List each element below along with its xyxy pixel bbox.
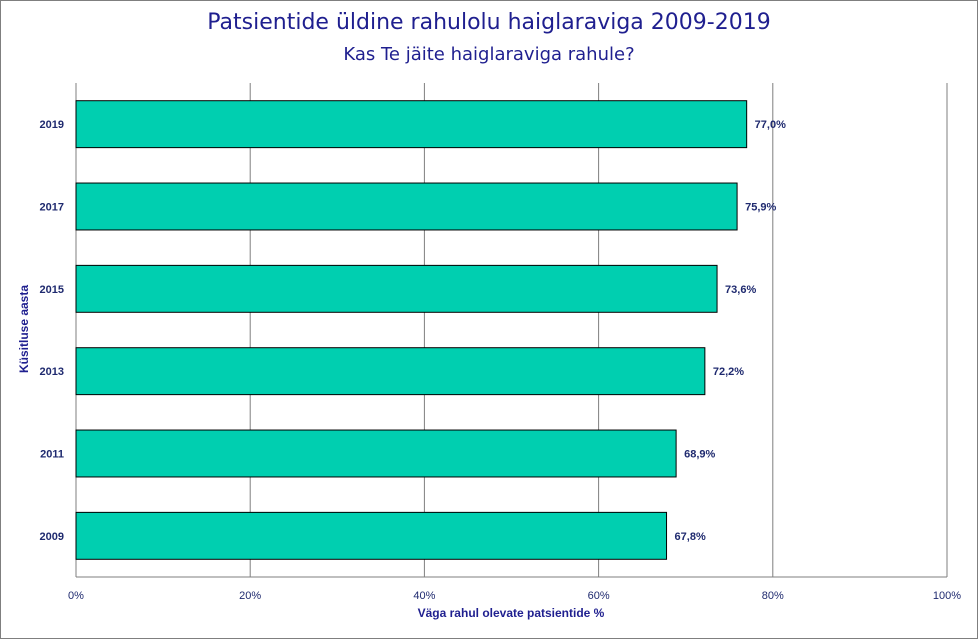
x-tick-label: 40% bbox=[413, 590, 435, 602]
bar bbox=[75, 429, 677, 478]
bar bbox=[75, 511, 668, 560]
x-tick-label: 60% bbox=[588, 590, 610, 602]
y-category-label: 2009 bbox=[40, 531, 64, 543]
bars: 77,0% 75,9% 73,6% 72,2% 68,9% 67,8% bbox=[75, 100, 786, 560]
data-label: 75,9% bbox=[745, 202, 776, 214]
data-label: 73,6% bbox=[725, 284, 756, 296]
data-label: 67,8% bbox=[675, 531, 706, 543]
chart-title: Patsientide üldine rahulolu haiglaraviga… bbox=[207, 10, 771, 35]
x-tick-label: 0% bbox=[68, 590, 84, 602]
bar bbox=[75, 182, 738, 231]
chart-subtitle: Kas Te jäite haiglaraviga rahule? bbox=[343, 44, 635, 65]
x-tick-label: 80% bbox=[762, 590, 784, 602]
gridlines bbox=[75, 83, 948, 578]
y-category-label: 2013 bbox=[40, 366, 64, 378]
data-label: 68,9% bbox=[684, 449, 715, 461]
y-axis-title: Küsitluse aasta bbox=[17, 285, 31, 373]
y-category-labels: 2019 2017 2015 2013 2011 2009 bbox=[40, 119, 64, 543]
x-tick-label: 100% bbox=[933, 590, 961, 602]
bar bbox=[75, 100, 748, 149]
y-category-label: 2017 bbox=[40, 202, 64, 214]
bar bbox=[75, 264, 718, 313]
x-tick-labels: 0% 20% 40% 60% 80% 100% bbox=[68, 590, 961, 602]
x-axis-title: Väga rahul olevate patsientide % bbox=[418, 606, 605, 620]
bar bbox=[75, 347, 706, 396]
x-tick-label: 20% bbox=[239, 590, 261, 602]
y-category-label: 2019 bbox=[40, 119, 64, 131]
y-category-label: 2015 bbox=[40, 284, 64, 296]
data-label: 72,2% bbox=[713, 366, 744, 378]
y-category-label: 2011 bbox=[40, 449, 64, 461]
data-label: 77,0% bbox=[755, 119, 786, 131]
